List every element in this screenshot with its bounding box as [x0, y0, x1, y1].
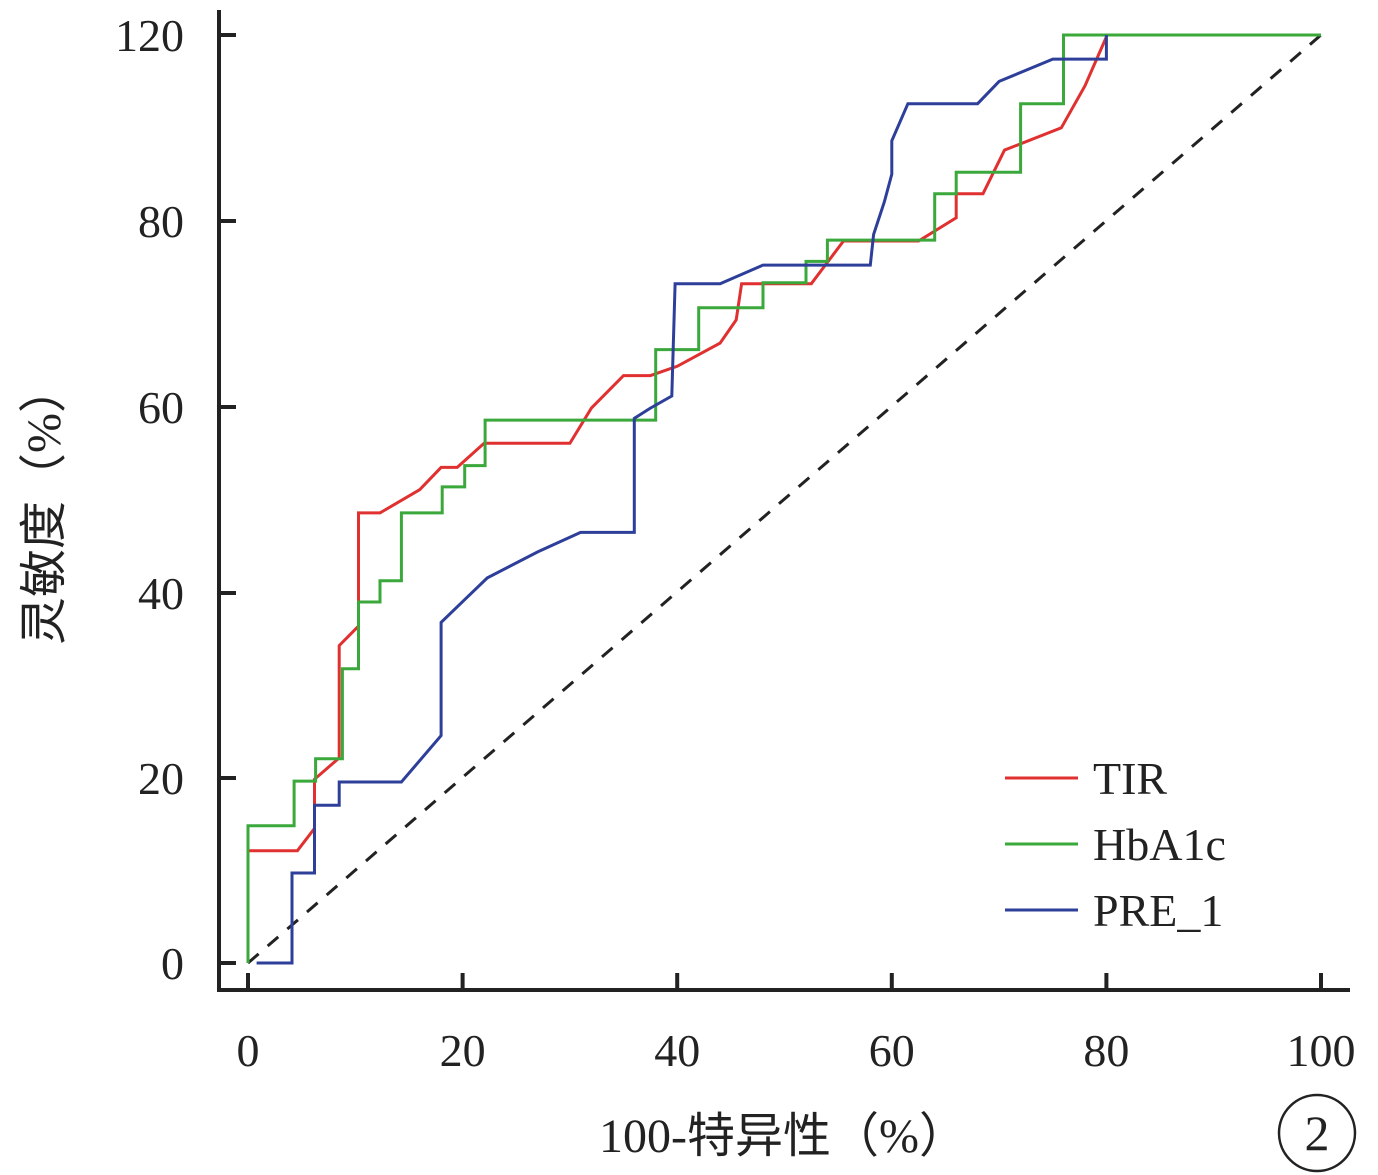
series-line-pre-1 — [256, 35, 1108, 965]
x-tick-label: 60 — [869, 1025, 915, 1076]
x-axis-title: 100-特异性（%） — [599, 1110, 967, 1163]
legend-label-pre-1: PRE_1 — [1093, 885, 1223, 936]
y-tick-label: 40 — [138, 568, 184, 619]
x-tick-label: 80 — [1083, 1025, 1129, 1076]
legend-label-hba1c: HbA1c — [1093, 819, 1226, 870]
reference-diagonal-line — [247, 33, 1322, 965]
y-tick-label: 80 — [138, 196, 184, 247]
series-line-tir — [248, 36, 1108, 853]
ticks: 0 20 40 60 80 100 0 20 40 60 80 120 — [115, 10, 1356, 1076]
y-tick-label: 120 — [115, 10, 184, 61]
x-tick-label: 100 — [1287, 1025, 1356, 1076]
panel-label-text: 2 — [1305, 1105, 1330, 1161]
y-tick-label: 60 — [138, 382, 184, 433]
y-axis-title: 灵敏度（%） — [18, 365, 71, 645]
panel-label: 2 — [1277, 1093, 1357, 1173]
x-tick-label: 20 — [440, 1025, 486, 1076]
legend: TIR HbA1c PRE_1 — [1005, 753, 1226, 936]
series-line-hba1c — [246, 33, 1321, 963]
y-tick-label: 0 — [161, 938, 184, 989]
legend-label-tir: TIR — [1093, 753, 1167, 804]
panel-label-circle — [1277, 1093, 1357, 1173]
axes — [217, 10, 1350, 992]
x-tick-label: 0 — [237, 1025, 260, 1076]
y-tick-label: 20 — [138, 753, 184, 804]
plot-area — [246, 33, 1322, 965]
x-tick-label: 40 — [654, 1025, 700, 1076]
